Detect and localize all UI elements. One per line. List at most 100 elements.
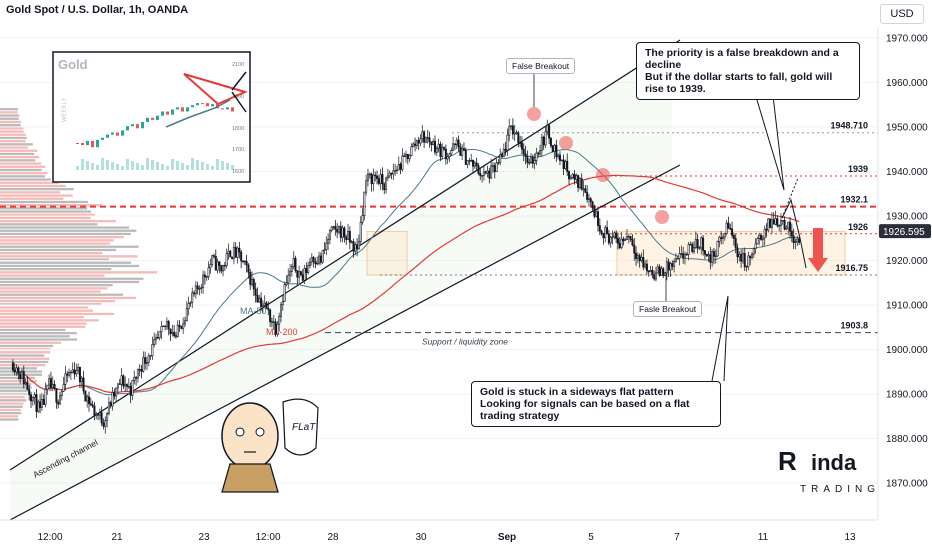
candle (635, 252, 638, 259)
candle (475, 162, 478, 166)
profile-bar (0, 357, 50, 360)
candle (448, 153, 451, 158)
inset-volume (116, 164, 119, 170)
inset-candle (181, 107, 184, 112)
candle (624, 239, 627, 242)
candle (178, 324, 181, 327)
candle (446, 156, 449, 160)
candle (162, 325, 165, 328)
level-label: 1926 (848, 222, 868, 232)
candle (674, 258, 677, 262)
candle (372, 174, 375, 184)
candle (772, 219, 775, 225)
profile-bar (0, 386, 32, 389)
candle (709, 254, 712, 263)
candle (106, 413, 109, 421)
candle (466, 160, 469, 165)
callout-top-line1: The priority is a false breakdown and a … (645, 47, 839, 71)
candle (241, 260, 244, 263)
candle (511, 125, 514, 135)
candle (35, 394, 38, 412)
candle (254, 288, 257, 296)
inset-candle (101, 137, 104, 140)
candle (115, 387, 118, 397)
candle (107, 402, 110, 414)
profile-bar (0, 303, 102, 306)
inset-volume (191, 158, 194, 170)
candle (473, 162, 476, 167)
profile-bar (0, 236, 124, 239)
logo-text-top: inda (811, 450, 857, 475)
candle (673, 261, 676, 267)
profile-bar (0, 168, 42, 172)
level-label: 1932.1 (840, 195, 868, 205)
inset-volume (151, 160, 154, 170)
candle (285, 282, 288, 285)
profile-bar (0, 226, 130, 229)
inset-candle (111, 132, 114, 135)
profile-bar (0, 328, 66, 332)
candle (520, 142, 523, 150)
candle (53, 384, 56, 389)
profile-bar (0, 216, 91, 220)
level-label: 1903.8 (840, 321, 868, 331)
candle (417, 140, 420, 144)
candle (209, 264, 212, 269)
candle (410, 146, 413, 156)
candle (702, 237, 705, 251)
levels: 1948.710 1939 1932.1 1926 1916.75 1903.8 Suppo… (0, 121, 878, 347)
zones (10, 45, 846, 520)
channel-lower (9, 164, 681, 521)
candle (682, 253, 685, 259)
candle (116, 383, 119, 389)
candle (205, 276, 208, 278)
candle (328, 229, 331, 240)
projection-up (781, 177, 799, 219)
profile-bar (0, 332, 77, 335)
candle (120, 375, 123, 385)
profile-bar (0, 277, 144, 280)
candle (694, 239, 697, 248)
inset-candle (211, 104, 214, 107)
candle (334, 226, 337, 230)
inset-candle (76, 143, 79, 144)
candle (562, 159, 565, 169)
candle (568, 171, 571, 180)
candle (318, 255, 321, 264)
profile-bar (0, 418, 19, 421)
candle (510, 125, 513, 128)
candle (461, 148, 464, 156)
breakout-marker (527, 107, 541, 121)
candle (616, 238, 619, 244)
candle (647, 270, 650, 273)
candle (310, 257, 313, 263)
profile-bar (0, 220, 116, 223)
candle (423, 131, 426, 143)
candle (573, 173, 576, 180)
inset-volume (196, 160, 199, 170)
inset-volume (176, 161, 179, 170)
candle (685, 253, 688, 256)
candle (575, 175, 578, 180)
candle (754, 243, 757, 249)
candle (660, 268, 663, 276)
profile-bar (0, 300, 115, 303)
callout-bottom-tail (711, 295, 729, 382)
inset-volume (76, 166, 79, 170)
candle (691, 243, 694, 252)
candle (577, 175, 580, 188)
current-price-label: 1926.595 (883, 227, 925, 238)
inset-ma (165, 99, 231, 128)
candle (430, 141, 433, 146)
candle (519, 142, 522, 144)
candle (602, 233, 605, 239)
candle (626, 236, 628, 240)
profile-bar (0, 284, 113, 287)
candle (356, 244, 359, 250)
profile-bar (0, 383, 32, 386)
currency-button[interactable]: USD (880, 4, 924, 24)
candle (629, 236, 632, 240)
candle (174, 335, 177, 337)
candle (403, 155, 406, 158)
